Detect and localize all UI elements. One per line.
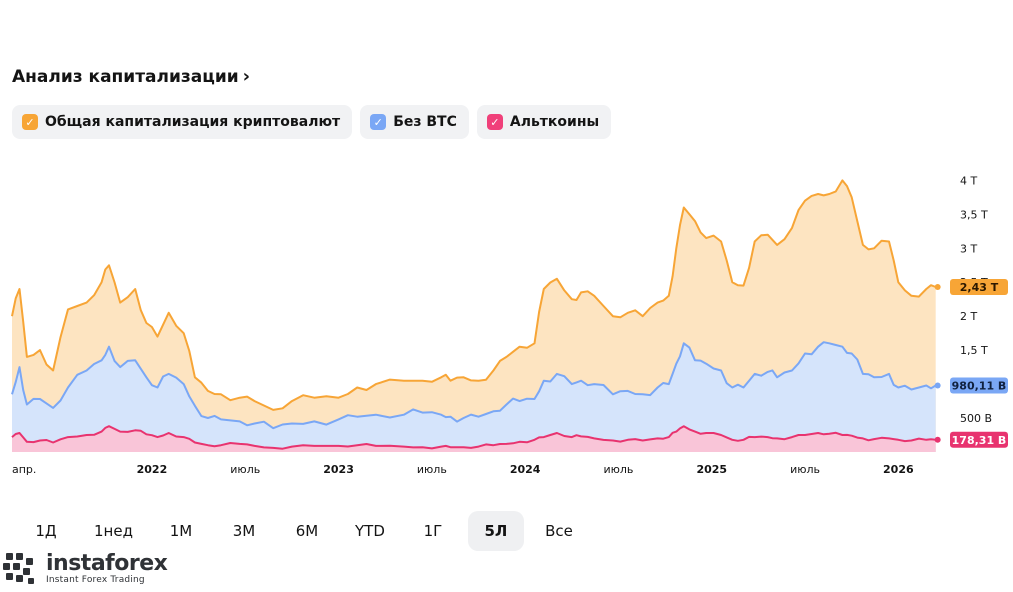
area-without-btc — [12, 342, 936, 452]
x-tick-label: 2024 — [510, 463, 541, 476]
last-value-badge — [950, 278, 1008, 295]
watermark-name: instaforex — [46, 550, 168, 576]
checkbox-checked-icon[interactable]: ✓ — [486, 114, 503, 130]
legend-label: Без BTC — [393, 114, 457, 130]
x-tick-label: июль — [790, 463, 820, 476]
period-1y-button[interactable]: 1Г — [423, 522, 443, 540]
last-value-dot — [934, 436, 941, 443]
last-value-dot — [934, 382, 941, 389]
last-value-label: 980,11 B — [952, 379, 1007, 392]
y-tick-label: 4 T — [960, 174, 977, 187]
checkbox-checked-icon[interactable]: ✓ — [370, 114, 387, 130]
section-title-text: Анализ капитализации — [12, 66, 239, 87]
x-tick-label: апр. — [12, 463, 36, 476]
legend-without-btc[interactable]: ✓ Без BTC — [360, 105, 469, 139]
period-ytd-button[interactable]: YTD — [355, 522, 385, 540]
instaforex-logo-icon — [3, 553, 34, 584]
y-tick-label: 2 T — [960, 310, 977, 323]
x-tick-label: июль — [417, 463, 447, 476]
area-altcoins — [12, 426, 936, 452]
watermark-tagline: Instant Forex Trading — [46, 574, 145, 585]
checkbox-checked-icon[interactable]: ✓ — [22, 114, 38, 130]
period-1m-button[interactable]: 1М — [169, 522, 193, 540]
period-1w-button[interactable]: 1нед — [94, 522, 133, 540]
period-3m-button[interactable]: 3М — [232, 522, 256, 540]
legend-altcoins[interactable]: ✓ Альткоины — [476, 105, 612, 139]
line-altcoins — [11, 425, 936, 450]
x-tick-label: 2026 — [883, 463, 914, 476]
period-selector: 1Д 1нед 1М 3М 6М YTD 1Г 5Л Все — [18, 511, 594, 551]
y-tick-label: 3,5 T — [960, 208, 988, 221]
x-tick-label: 2025 — [696, 463, 727, 476]
x-tick-label: июль — [230, 463, 260, 476]
period-all-button[interactable]: Все — [545, 522, 573, 540]
market-cap-chart[interactable]: 500 B1 T1,5 T2 T2,5 T3 T3,5 T4 Tапр.2022… — [0, 150, 1013, 480]
last-value-badge — [950, 431, 1008, 448]
last-value-badge — [950, 377, 1008, 394]
legend: ✓ Общая капитализация криптовалют ✓ Без … — [12, 105, 612, 139]
line-total-cap — [11, 179, 937, 411]
line-without-btc — [11, 341, 937, 430]
last-value-label: 178,31 B — [952, 434, 1007, 447]
chevron-right-icon: › — [242, 66, 251, 87]
x-tick-label: 2023 — [323, 463, 354, 476]
y-tick-label: 3 T — [960, 242, 977, 255]
period-6m-button[interactable]: 6М — [295, 522, 319, 540]
last-value-dot — [934, 283, 941, 290]
section-title[interactable]: Анализ капитализации › — [12, 66, 250, 87]
legend-total-cap[interactable]: ✓ Общая капитализация криптовалют — [12, 105, 353, 139]
x-tick-label: 2022 — [137, 463, 168, 476]
period-5y-button[interactable]: 5Л — [467, 511, 524, 551]
legend-label: Общая капитализация криптовалют — [45, 114, 341, 130]
last-value-label: 2,43 T — [960, 281, 999, 294]
watermark: instaforex Instant Forex Trading — [0, 546, 181, 592]
legend-label: Альткоины — [509, 114, 600, 130]
y-tick-label: 500 B — [960, 412, 992, 425]
y-tick-label: 1,5 T — [960, 344, 988, 357]
period-1d-button[interactable]: 1Д — [35, 522, 57, 540]
x-tick-label: июль — [603, 463, 633, 476]
